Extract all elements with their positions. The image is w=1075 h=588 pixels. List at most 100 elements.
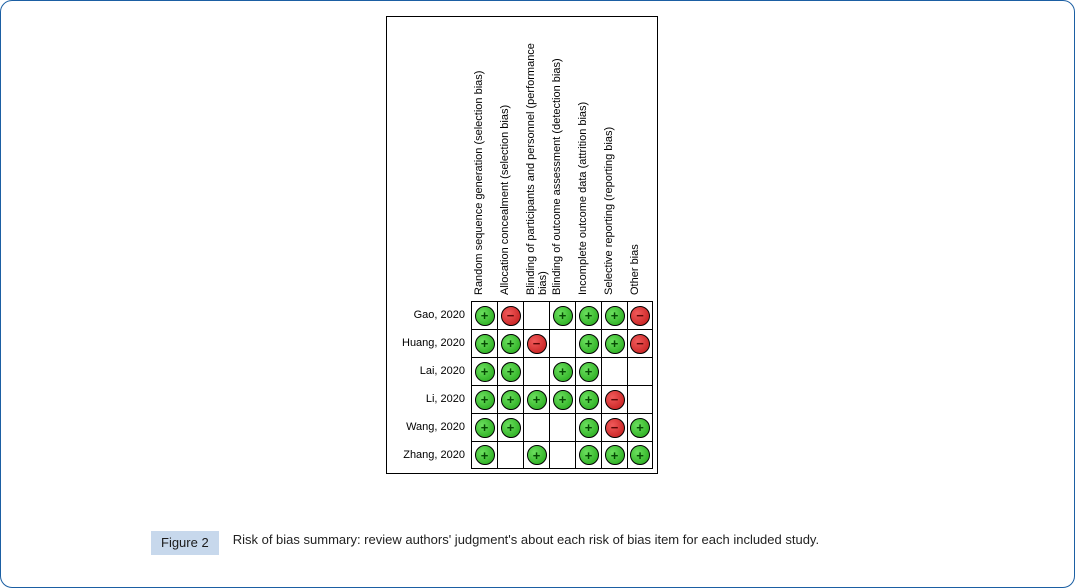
low-risk-dot: + — [605, 445, 625, 465]
domain-label: Blinding of participants and personnel (… — [523, 23, 549, 299]
study-row: Lai, 2020++++ — [391, 357, 653, 385]
risk-cell — [523, 357, 549, 385]
risk-cell — [549, 413, 575, 441]
low-risk-dot: + — [527, 390, 547, 410]
low-risk-dot: + — [501, 334, 521, 354]
risk-cell: − — [523, 329, 549, 357]
low-risk-dot: + — [475, 362, 495, 382]
low-risk-dot: + — [579, 445, 599, 465]
low-risk-dot: + — [579, 334, 599, 354]
risk-cell — [627, 385, 653, 413]
risk-cell: + — [497, 357, 523, 385]
low-risk-dot: + — [553, 362, 573, 382]
domain-label: Allocation concealment (selection bias) — [497, 23, 511, 299]
study-row: Li, 2020+++++− — [391, 385, 653, 413]
low-risk-dot: + — [630, 418, 650, 438]
domain-header: Allocation concealment (selection bias) — [497, 21, 523, 301]
domain-header: Other bias — [627, 21, 653, 301]
low-risk-dot: + — [579, 306, 599, 326]
risk-cell: + — [627, 413, 653, 441]
risk-cell: + — [471, 357, 497, 385]
risk-of-bias-chart: Random sequence generation (selection bi… — [386, 16, 658, 474]
risk-cell — [523, 301, 549, 329]
risk-cell: + — [601, 441, 627, 469]
risk-cell: − — [627, 301, 653, 329]
low-risk-dot: + — [475, 418, 495, 438]
low-risk-dot: + — [501, 418, 521, 438]
figure-frame: Random sequence generation (selection bi… — [0, 0, 1075, 588]
risk-cell — [523, 413, 549, 441]
study-label: Huang, 2020 — [391, 329, 471, 357]
risk-cell: + — [523, 441, 549, 469]
risk-cell — [627, 357, 653, 385]
low-risk-dot: + — [501, 362, 521, 382]
low-risk-dot: + — [579, 362, 599, 382]
high-risk-dot: − — [630, 334, 650, 354]
study-label: Lai, 2020 — [391, 357, 471, 385]
low-risk-dot: + — [605, 306, 625, 326]
risk-cell: + — [497, 329, 523, 357]
domain-header: Selective reporting (reporting bias) — [601, 21, 627, 301]
risk-cell: + — [471, 441, 497, 469]
risk-cell: + — [497, 385, 523, 413]
figure-caption: Figure 2 Risk of bias summary: review au… — [151, 531, 819, 555]
domain-header: Blinding of outcome assessment (detectio… — [549, 21, 575, 301]
high-risk-dot: − — [501, 306, 521, 326]
domain-header: Random sequence generation (selection bi… — [471, 21, 497, 301]
domain-label: Incomplete outcome data (attrition bias) — [575, 23, 589, 299]
risk-cell — [601, 357, 627, 385]
low-risk-dot: + — [553, 390, 573, 410]
low-risk-dot: + — [553, 306, 573, 326]
low-risk-dot: + — [501, 390, 521, 410]
domain-label: Selective reporting (reporting bias) — [601, 23, 615, 299]
low-risk-dot: + — [630, 445, 650, 465]
risk-cell: + — [575, 357, 601, 385]
risk-cell: − — [627, 329, 653, 357]
risk-cell — [549, 441, 575, 469]
domain-header: Blinding of participants and personnel (… — [523, 21, 549, 301]
low-risk-dot: + — [579, 418, 599, 438]
risk-cell: + — [575, 301, 601, 329]
low-risk-dot: + — [475, 445, 495, 465]
domain-label: Blinding of outcome assessment (detectio… — [549, 23, 563, 299]
risk-cell: − — [601, 413, 627, 441]
low-risk-dot: + — [527, 445, 547, 465]
domain-label: Other bias — [627, 23, 641, 299]
risk-cell — [549, 329, 575, 357]
domain-header-row: Random sequence generation (selection bi… — [391, 21, 653, 301]
low-risk-dot: + — [579, 390, 599, 410]
high-risk-dot: − — [630, 306, 650, 326]
low-risk-dot: + — [475, 306, 495, 326]
study-row: Zhang, 2020+++++ — [391, 441, 653, 469]
risk-cell: + — [549, 301, 575, 329]
high-risk-dot: − — [527, 334, 547, 354]
risk-cell: + — [497, 413, 523, 441]
risk-cell: + — [575, 413, 601, 441]
study-label: Gao, 2020 — [391, 301, 471, 329]
high-risk-dot: − — [605, 418, 625, 438]
study-row: Gao, 2020+−+++− — [391, 301, 653, 329]
risk-cell: + — [471, 413, 497, 441]
risk-cell: + — [575, 385, 601, 413]
risk-cell: + — [549, 357, 575, 385]
risk-cell: + — [523, 385, 549, 413]
risk-cell: + — [549, 385, 575, 413]
risk-cell: + — [627, 441, 653, 469]
study-row: Huang, 2020++−++− — [391, 329, 653, 357]
risk-cell: + — [575, 441, 601, 469]
risk-cell: − — [497, 301, 523, 329]
risk-cell: + — [471, 329, 497, 357]
domain-header: Incomplete outcome data (attrition bias) — [575, 21, 601, 301]
study-label: Zhang, 2020 — [391, 441, 471, 469]
study-label: Wang, 2020 — [391, 413, 471, 441]
risk-cell: + — [471, 385, 497, 413]
risk-cell — [497, 441, 523, 469]
risk-cell: + — [601, 301, 627, 329]
risk-cell: + — [601, 329, 627, 357]
risk-cell: + — [471, 301, 497, 329]
domain-label: Random sequence generation (selection bi… — [471, 23, 485, 299]
low-risk-dot: + — [475, 334, 495, 354]
risk-cell: − — [601, 385, 627, 413]
figure-number-badge: Figure 2 — [151, 531, 219, 555]
study-row: Wang, 2020+++−+ — [391, 413, 653, 441]
